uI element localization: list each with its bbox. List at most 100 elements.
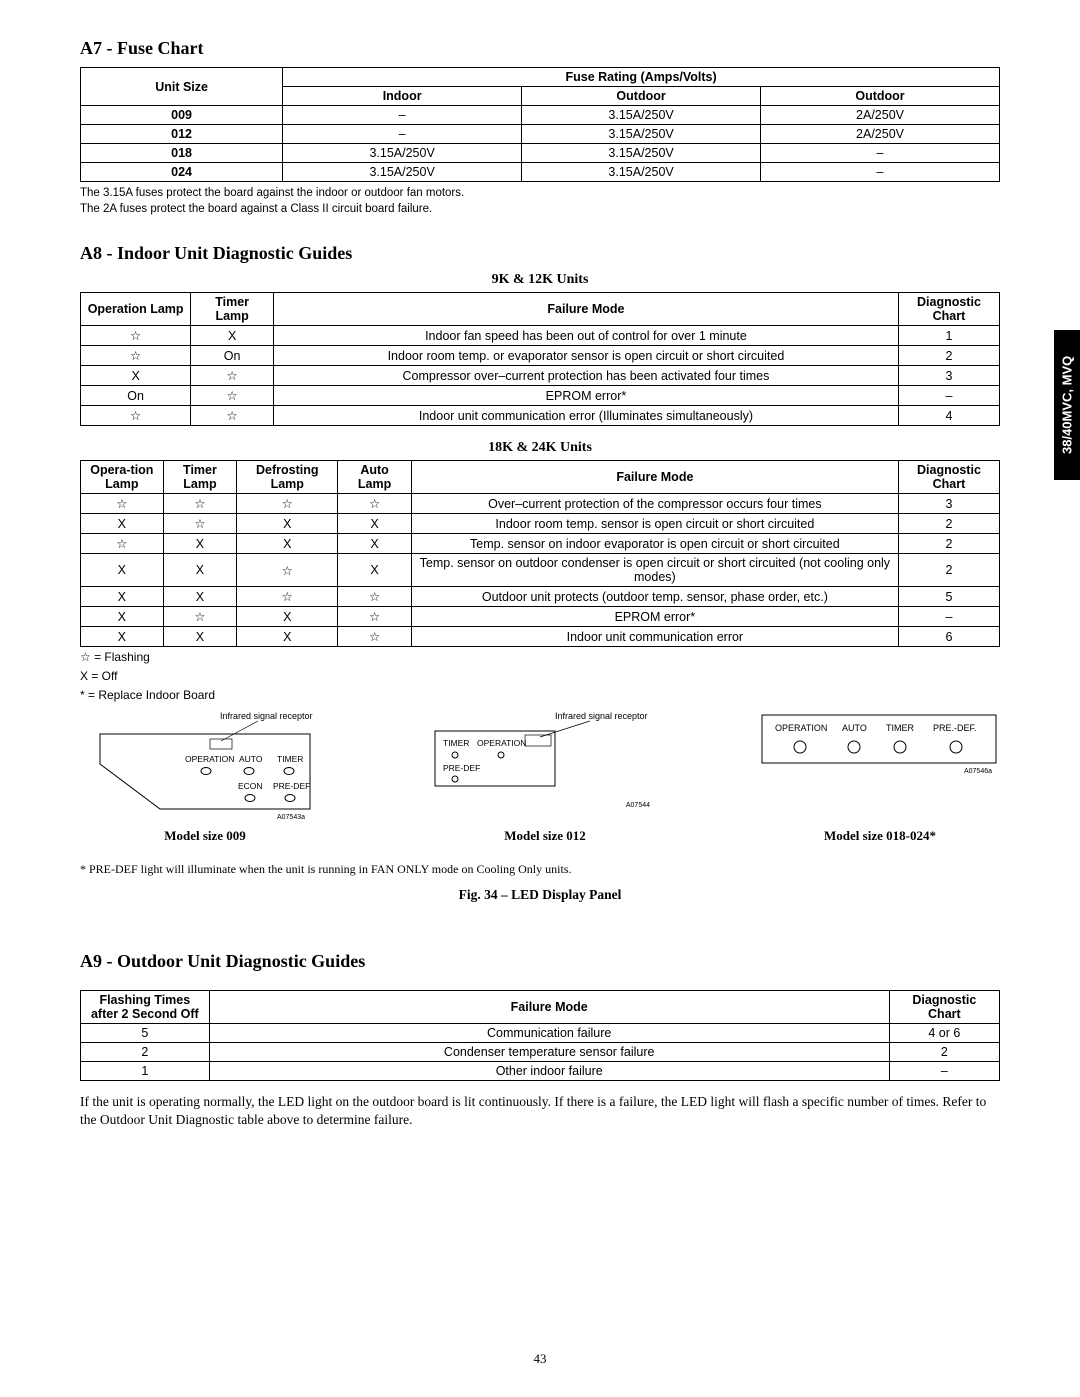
table-row: ☆OnIndoor room temp. or evaporator senso… xyxy=(81,346,1000,366)
lbl: PRE-DEF xyxy=(443,763,480,773)
a7-cell: 3.15A/250V xyxy=(522,163,761,182)
table-row: 0243.15A/250V3.15A/250V– xyxy=(81,163,1000,182)
legend-replace: * = Replace Indoor Board xyxy=(80,687,1000,704)
cell: ☆ xyxy=(338,627,412,647)
ir-label: Infrared signal receptor xyxy=(555,711,648,721)
table-row: XX☆XTemp. sensor on outdoor condenser is… xyxy=(81,554,1000,587)
panel-018-caption: Model size 018-024* xyxy=(824,828,936,844)
cell: X xyxy=(237,627,338,647)
cell: ☆ xyxy=(237,554,338,587)
cell: 6 xyxy=(898,627,999,647)
a7-size: 009 xyxy=(171,108,192,122)
cell: ☆ xyxy=(237,587,338,607)
legend-flashing: ☆ = Flashing xyxy=(80,649,1000,666)
cell: ☆ xyxy=(237,494,338,514)
cell: X xyxy=(338,554,412,587)
cell: – xyxy=(898,607,999,627)
legend-off: X = Off xyxy=(80,668,1000,685)
code: A07546a xyxy=(964,768,992,775)
cell: Compressor over–current protection has b… xyxy=(273,366,898,386)
a7-cell: 3.15A/250V xyxy=(522,144,761,163)
a7-size: 024 xyxy=(171,165,192,179)
cell: Indoor unit communication error xyxy=(411,627,898,647)
table-row: 5Communication failure4 or 6 xyxy=(81,1024,1000,1043)
lbl: TIMER xyxy=(443,738,469,748)
a8-table2: Opera-tion Lamp Timer Lamp Defrosting La… xyxy=(80,460,1000,647)
cell: X xyxy=(191,326,274,346)
cell: Temp. sensor on outdoor condenser is ope… xyxy=(411,554,898,587)
a7-size: 018 xyxy=(171,146,192,160)
a8t2-h-op: Opera-tion Lamp xyxy=(90,463,153,491)
a8-sub1: 9K & 12K Units xyxy=(80,272,1000,288)
code: A07543a xyxy=(277,814,305,821)
table-row: X☆X☆EPROM error*– xyxy=(81,607,1000,627)
led-panels: Infrared signal receptor OPERATION AUTO … xyxy=(80,709,1000,844)
cell: 2 xyxy=(898,554,999,587)
cell: ☆ xyxy=(81,534,164,554)
cell: On xyxy=(191,346,274,366)
a7-cell: 3.15A/250V xyxy=(283,144,522,163)
cell: ☆ xyxy=(81,326,191,346)
cell: ☆ xyxy=(338,494,412,514)
a8t1-h-op: Operation Lamp xyxy=(88,302,184,316)
cell: Over–current protection of the compresso… xyxy=(411,494,898,514)
ir-label: Infrared signal receptor xyxy=(220,711,313,721)
a8-title: A8 - Indoor Unit Diagnostic Guides xyxy=(80,243,1000,264)
a7-cell: – xyxy=(283,125,522,144)
lbl: TIMER xyxy=(277,754,303,764)
cell: ☆ xyxy=(338,587,412,607)
code: A07544 xyxy=(626,802,650,809)
panel-018: OPERATION AUTO TIMER PRE.-DEF. A07546a M… xyxy=(760,709,1000,844)
a7-cell: 3.15A/250V xyxy=(522,125,761,144)
cell: 4 xyxy=(898,406,999,426)
cell: 3 xyxy=(898,494,999,514)
a9-h-flash: Flashing Times after 2 Second Off xyxy=(91,993,199,1021)
cell: X xyxy=(81,607,164,627)
fig-caption: Fig. 34 – LED Display Panel xyxy=(80,887,1000,903)
a7-note1: The 3.15A fuses protect the board agains… xyxy=(80,186,1000,202)
table-row: XXX☆Indoor unit communication error6 xyxy=(81,627,1000,647)
table-row: 012–3.15A/250V2A/250V xyxy=(81,125,1000,144)
side-tab: 38/40MVC, MVQ xyxy=(1054,330,1080,480)
panel-009: Infrared signal receptor OPERATION AUTO … xyxy=(80,709,330,844)
table-row: 0183.15A/250V3.15A/250V– xyxy=(81,144,1000,163)
lbl: OPERATION xyxy=(185,754,234,764)
a8-sub2: 18K & 24K Units xyxy=(80,440,1000,456)
a7-table: Unit Size Fuse Rating (Amps/Volts) Indoo… xyxy=(80,67,1000,182)
panel-012: Infrared signal receptor TIMER OPERATION… xyxy=(425,709,665,844)
table-row: 009–3.15A/250V2A/250V xyxy=(81,106,1000,125)
table-row: ☆XXXTemp. sensor on indoor evaporator is… xyxy=(81,534,1000,554)
table-row: ☆☆☆☆Over–current protection of the compr… xyxy=(81,494,1000,514)
cell: EPROM error* xyxy=(411,607,898,627)
page-number: 43 xyxy=(0,1351,1080,1367)
cell: X xyxy=(163,554,237,587)
cell: X xyxy=(81,587,164,607)
cell: Temp. sensor on indoor evaporator is ope… xyxy=(411,534,898,554)
cell: EPROM error* xyxy=(273,386,898,406)
a8t2-h-timer: Timer Lamp xyxy=(183,463,217,491)
a7-cell: – xyxy=(283,106,522,125)
cell: X xyxy=(81,514,164,534)
lbl: PRE-DEF xyxy=(273,781,310,791)
cell: X xyxy=(163,587,237,607)
a9-h-diag: Diagnostic Chart xyxy=(912,993,976,1021)
cell: ☆ xyxy=(81,406,191,426)
cell: 4 or 6 xyxy=(889,1024,999,1043)
a7-note2: The 2A fuses protect the board against a… xyxy=(80,202,1000,218)
table-row: ☆☆Indoor unit communication error (Illum… xyxy=(81,406,1000,426)
cell: ☆ xyxy=(163,494,237,514)
a7-cell: 2A/250V xyxy=(761,106,1000,125)
cell: ☆ xyxy=(81,346,191,366)
cell: X xyxy=(237,514,338,534)
panel-018-svg: OPERATION AUTO TIMER PRE.-DEF. A07546a xyxy=(760,709,1000,824)
table-row: On☆EPROM error*– xyxy=(81,386,1000,406)
cell: 3 xyxy=(898,366,999,386)
lbl: OPERATION xyxy=(775,723,827,733)
a7-h-unit: Unit Size xyxy=(155,80,208,94)
a7-h-indoor: Indoor xyxy=(383,89,422,103)
cell: 2 xyxy=(898,346,999,366)
lbl: ECON xyxy=(238,781,263,791)
lbl: AUTO xyxy=(239,754,263,764)
cell: ☆ xyxy=(163,607,237,627)
table-row: ☆XIndoor fan speed has been out of contr… xyxy=(81,326,1000,346)
